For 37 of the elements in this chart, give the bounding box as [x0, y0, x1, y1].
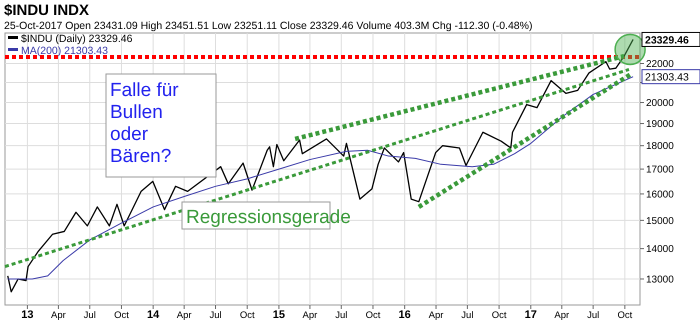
y-tick-label: 19000: [646, 119, 674, 130]
legend-label: MA(200) 21303.43: [21, 45, 108, 57]
y-tick-label: 15000: [646, 216, 674, 227]
x-tick-label: 14: [147, 309, 160, 321]
x-tick-label: Apr: [176, 310, 192, 321]
x-tick-label: Oct: [492, 310, 507, 321]
y-tick-label: 18000: [646, 141, 674, 152]
x-tick-label: Apr: [51, 310, 66, 321]
chart-title: $INDU INDX: [4, 2, 90, 19]
x-tick-label: Oct: [617, 310, 633, 321]
annotation: 23329.46: [645, 34, 689, 46]
x-tick-label: Oct: [366, 310, 381, 321]
x-tick-label: Oct: [240, 310, 255, 321]
x-tick-label: 17: [524, 309, 537, 321]
y-tick-label: 16000: [646, 189, 674, 200]
x-tick-label: Apr: [554, 310, 570, 321]
x-tick-label: Jul: [587, 310, 600, 321]
chart-subtitle: 25-Oct-2017 Open 23431.09 High 23451.51 Low 23251.11 Close 23329.46 Volume 403.3M Chg -112.30 (-0.48%): [4, 20, 532, 32]
annotation: Regressionsgerade: [186, 207, 351, 228]
y-tick-label: 13000: [646, 274, 674, 286]
y-tick-label: 14000: [646, 244, 674, 256]
x-tick-label: Oct: [114, 310, 130, 321]
annotation: 21303.43: [645, 72, 689, 84]
y-tick-label: 17000: [646, 164, 674, 176]
x-tick-label: Jul: [335, 310, 348, 321]
y-tick-label: 22000: [646, 58, 674, 70]
annotation: Falle für Bullen oder Bären?: [110, 80, 180, 167]
x-tick-label: 13: [21, 309, 34, 321]
x-tick-label: 15: [272, 309, 286, 321]
x-tick-label: Jul: [84, 310, 96, 321]
x-tick-label: Apr: [428, 310, 444, 321]
x-tick-label: Apr: [302, 310, 318, 321]
x-tick-label: Jul: [461, 310, 474, 321]
x-tick-label: 16: [398, 309, 411, 321]
y-tick-label: 20000: [646, 98, 674, 110]
x-tick-label: Jul: [209, 310, 222, 321]
legend-label: $INDU (Daily) 23329.46: [21, 33, 133, 45]
